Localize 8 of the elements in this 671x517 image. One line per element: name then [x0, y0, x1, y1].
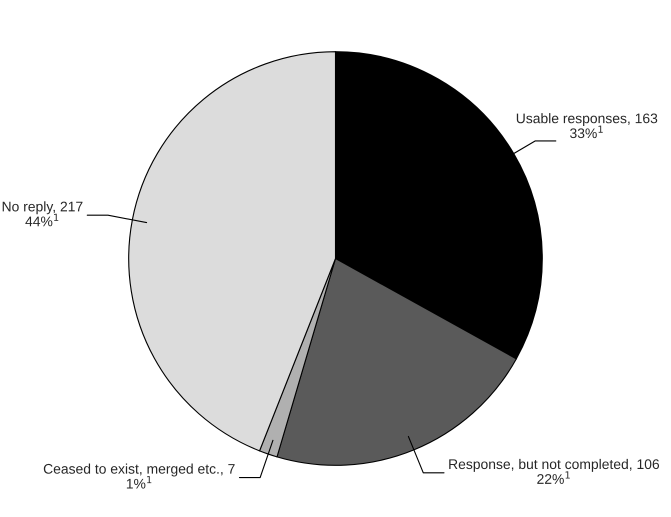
text: 44%$^{1}$ — [25, 214, 58, 226]
text: 22%$^{1}$ — [537, 471, 570, 484]
slice-label: Usable responses, 163 — [516, 113, 658, 126]
text: 33%$^{1}$ — [570, 126, 603, 138]
text: 1%$^{1}$ — [126, 476, 152, 489]
slice-label: Response, but not completed, 106 — [449, 458, 660, 472]
slice-label: No reply, 217 — [2, 201, 82, 214]
slice-label: Ceased to exist, merged etc., 7 — [44, 464, 235, 477]
